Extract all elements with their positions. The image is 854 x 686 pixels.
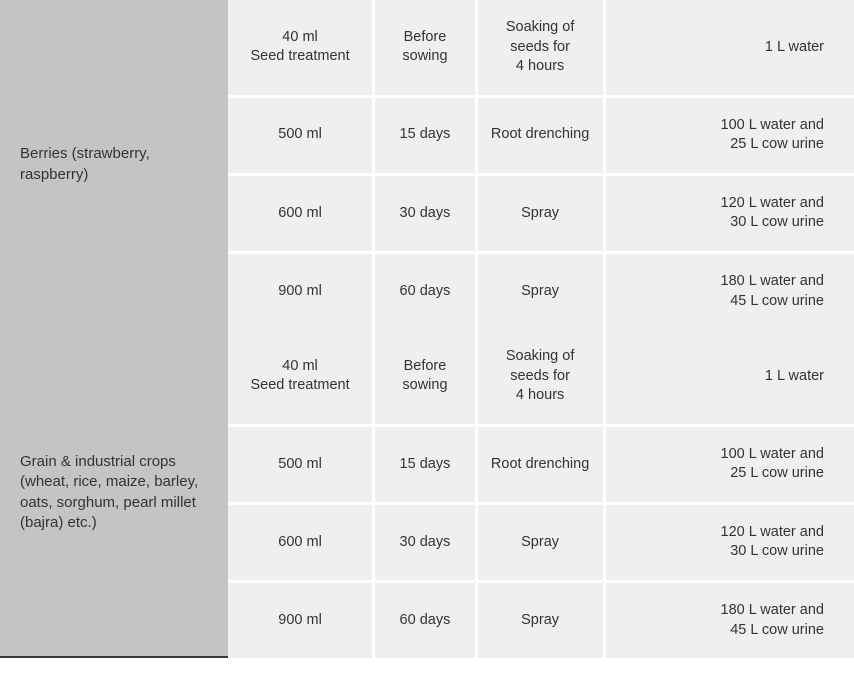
method-cell: Spray: [478, 251, 603, 329]
time-cell: 60 days: [375, 580, 474, 658]
dose-cell: 40 mlSeed treatment: [228, 0, 373, 95]
method-cell: Soaking of seeds for4 hours: [478, 0, 603, 95]
dilution-cell: 120 L water and30 L cow urine: [606, 173, 854, 251]
table-row: Grain & industrial crops (wheat, rice, m…: [0, 329, 854, 424]
time-cell: 60 days: [375, 251, 474, 329]
method-cell: Root drenching: [478, 424, 603, 502]
dose-cell: 600 ml: [228, 502, 373, 580]
dilution-cell: 100 L water and25 L cow urine: [606, 95, 854, 173]
method-cell: Spray: [478, 173, 603, 251]
dose-cell: 600 ml: [228, 173, 373, 251]
dose-cell: 500 ml: [228, 424, 373, 502]
method-cell: Soaking of seeds for4 hours: [478, 329, 603, 424]
dilution-cell: 100 L water and25 L cow urine: [606, 424, 854, 502]
time-cell: 30 days: [375, 502, 474, 580]
crop-name-cell: Berries (strawberry, raspberry): [0, 0, 228, 329]
dose-cell: 900 ml: [228, 251, 373, 329]
dilution-cell: 180 L water and45 L cow urine: [606, 251, 854, 329]
table-row: Berries (strawberry, raspberry) 40 mlSee…: [0, 0, 854, 95]
dilution-cell: 1 L water: [606, 329, 854, 424]
method-cell: Root drenching: [478, 95, 603, 173]
crop-treatment-table: Berries (strawberry, raspberry) 40 mlSee…: [0, 0, 854, 658]
method-cell: Spray: [478, 502, 603, 580]
time-cell: 15 days: [375, 424, 474, 502]
time-cell: Before sowing: [375, 0, 474, 95]
dilution-cell: 1 L water: [606, 0, 854, 95]
dose-cell: 40 mlSeed treatment: [228, 329, 373, 424]
dilution-cell: 180 L water and45 L cow urine: [606, 580, 854, 658]
time-cell: Before sowing: [375, 329, 474, 424]
crop-name-cell: Grain & industrial crops (wheat, rice, m…: [0, 329, 228, 658]
dilution-cell: 120 L water and30 L cow urine: [606, 502, 854, 580]
dose-cell: 900 ml: [228, 580, 373, 658]
time-cell: 15 days: [375, 95, 474, 173]
time-cell: 30 days: [375, 173, 474, 251]
method-cell: Spray: [478, 580, 603, 658]
dose-cell: 500 ml: [228, 95, 373, 173]
table-body: Berries (strawberry, raspberry) 40 mlSee…: [0, 0, 854, 658]
